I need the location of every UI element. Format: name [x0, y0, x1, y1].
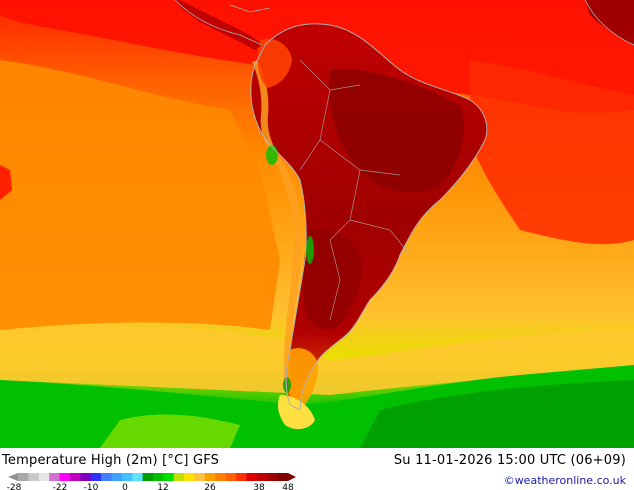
colombia-patch — [257, 38, 292, 88]
legend-swatch — [277, 473, 289, 481]
argentina-hot — [303, 228, 362, 330]
legend-swatch — [18, 473, 29, 481]
legend-tick-label: 26 — [204, 483, 216, 490]
legend-swatch — [246, 473, 258, 481]
tierra-del-fuego — [277, 395, 315, 430]
legend-swatch — [49, 473, 61, 481]
pacific-small-patch — [0, 165, 12, 200]
legend-swatch — [69, 473, 81, 481]
brazil-interior-hot — [329, 69, 464, 193]
legend-swatch — [38, 473, 50, 481]
atlantic-red-zone — [470, 60, 634, 245]
southern-yellow-green — [100, 414, 240, 448]
peru-coast-patch — [266, 145, 278, 165]
legend-tick-label: -10 — [84, 483, 99, 490]
map-title: Temperature High (2m) [°C] GFS — [2, 453, 220, 468]
africa-edge — [585, 0, 634, 45]
legend-tick-label: 48 — [282, 483, 294, 490]
chile-coast-patch — [306, 236, 314, 264]
map-timestamp: Su 11-01-2026 15:00 UTC (06+09) — [393, 453, 626, 468]
legend-tick-label: -28 — [7, 483, 22, 490]
temperature-map — [0, 0, 634, 448]
andes-cool-strip — [252, 60, 303, 380]
credit-link[interactable]: ©weatheronline.co.uk — [503, 474, 626, 487]
legend-swatch — [101, 473, 112, 481]
legend-swatch — [194, 473, 206, 481]
central-america-land — [175, 0, 262, 50]
legend-swatch — [80, 473, 92, 481]
legend-swatch — [142, 473, 154, 481]
legend-tick-label: -22 — [53, 483, 68, 490]
legend-swatch — [204, 473, 216, 481]
legend-swatch — [59, 473, 71, 481]
legend-swatch — [267, 473, 279, 481]
legend-swatch — [90, 473, 102, 481]
legend-swatch — [132, 473, 144, 481]
caribbean-coast — [174, 0, 634, 46]
legend-swatch — [173, 473, 185, 481]
legend-tick-label: 0 — [122, 483, 128, 490]
country-borders — [299, 59, 411, 321]
legend-arrow-high — [288, 473, 296, 481]
legend-swatch — [163, 473, 175, 481]
coastline — [250, 23, 488, 411]
legend-swatch — [236, 473, 247, 481]
legend-swatch — [121, 473, 133, 481]
legend-tick-label: 12 — [157, 483, 168, 490]
legend-swatch — [215, 473, 227, 481]
chile-south-patch — [283, 377, 291, 393]
color-legend: -28 -22 -10 0 12 26 38 48 — [7, 473, 296, 490]
patagonia-cool — [287, 348, 318, 410]
map-footer: Temperature High (2m) [°C] GFS Su 11-01-… — [0, 448, 634, 490]
pacific-orange-zone — [0, 60, 280, 330]
legend-swatch — [184, 473, 196, 481]
legend-swatch — [256, 473, 268, 481]
legend-swatch — [225, 473, 237, 481]
southern-dark-green — [360, 380, 634, 448]
legend-swatch — [111, 473, 123, 481]
legend-tick-label: 38 — [253, 483, 265, 490]
legend-arrow-low — [8, 473, 18, 481]
legend-swatch — [153, 473, 164, 481]
legend-swatch — [28, 473, 40, 481]
